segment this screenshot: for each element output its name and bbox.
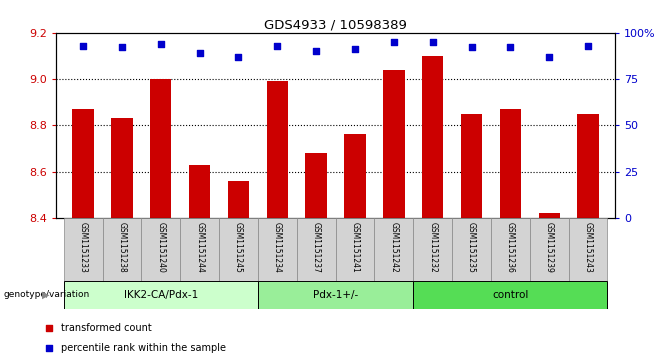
Bar xyxy=(383,70,405,218)
Bar xyxy=(180,218,219,281)
Text: Pdx-1+/-: Pdx-1+/- xyxy=(313,290,358,300)
Text: GSM1151236: GSM1151236 xyxy=(506,221,515,273)
Point xyxy=(428,39,438,45)
Bar xyxy=(577,114,599,218)
Bar xyxy=(344,134,366,218)
Bar xyxy=(538,213,560,218)
Text: genotype/variation: genotype/variation xyxy=(3,290,89,299)
Point xyxy=(389,39,399,45)
Bar xyxy=(228,181,249,218)
Text: GSM1151235: GSM1151235 xyxy=(467,221,476,273)
Bar xyxy=(530,218,569,281)
Text: GSM1151244: GSM1151244 xyxy=(195,221,204,273)
Bar xyxy=(72,109,94,218)
Point xyxy=(78,43,88,49)
Text: GSM1151238: GSM1151238 xyxy=(118,221,126,272)
Text: GSM1151239: GSM1151239 xyxy=(545,221,553,273)
Point xyxy=(544,54,555,60)
Bar xyxy=(266,81,288,218)
Bar xyxy=(258,218,297,281)
Bar xyxy=(491,218,530,281)
Point xyxy=(44,346,55,351)
Text: GSM1151240: GSM1151240 xyxy=(157,221,165,273)
Bar xyxy=(297,218,336,281)
Text: GSM1151234: GSM1151234 xyxy=(273,221,282,273)
Text: percentile rank within the sample: percentile rank within the sample xyxy=(61,343,226,354)
Bar xyxy=(189,164,211,218)
Bar xyxy=(141,218,180,281)
Text: GSM1151233: GSM1151233 xyxy=(78,221,88,273)
Bar xyxy=(150,79,172,218)
Bar xyxy=(336,218,374,281)
Bar xyxy=(103,218,141,281)
Text: transformed count: transformed count xyxy=(61,323,151,333)
Point xyxy=(311,48,321,54)
Text: IKK2-CA/Pdx-1: IKK2-CA/Pdx-1 xyxy=(124,290,198,300)
Bar xyxy=(413,281,607,309)
Bar xyxy=(219,218,258,281)
Title: GDS4933 / 10598389: GDS4933 / 10598389 xyxy=(264,19,407,32)
Point xyxy=(194,50,205,56)
Point xyxy=(505,45,516,50)
Text: GSM1151245: GSM1151245 xyxy=(234,221,243,273)
Bar xyxy=(461,114,482,218)
Bar xyxy=(305,153,327,218)
Point xyxy=(44,325,55,331)
Text: control: control xyxy=(492,290,528,300)
Point xyxy=(155,41,166,47)
Bar xyxy=(413,218,452,281)
Bar xyxy=(258,281,413,309)
Bar xyxy=(374,218,413,281)
Point xyxy=(350,46,361,52)
Point xyxy=(467,45,477,50)
Bar xyxy=(452,218,491,281)
Text: GSM1151237: GSM1151237 xyxy=(312,221,320,273)
Bar xyxy=(64,218,103,281)
Bar xyxy=(111,118,133,218)
Bar xyxy=(499,109,521,218)
Point xyxy=(116,45,127,50)
Point xyxy=(233,54,243,60)
Point xyxy=(583,43,594,49)
Bar xyxy=(64,281,258,309)
Bar xyxy=(569,218,607,281)
Text: GSM1151243: GSM1151243 xyxy=(584,221,593,273)
Text: GSM1151241: GSM1151241 xyxy=(351,221,359,272)
Text: ▶: ▶ xyxy=(42,290,49,300)
Point xyxy=(272,43,282,49)
Bar xyxy=(422,56,443,218)
Text: GSM1151242: GSM1151242 xyxy=(390,221,398,272)
Text: GSM1151232: GSM1151232 xyxy=(428,221,437,272)
